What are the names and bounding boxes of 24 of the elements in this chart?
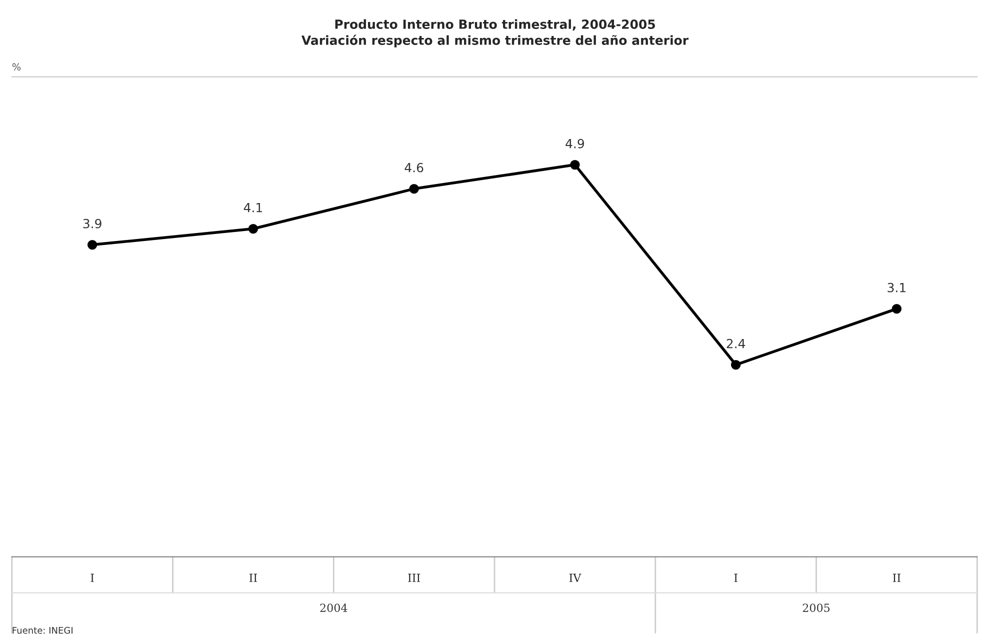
point — [409, 184, 419, 194]
x-tick-label: II — [249, 574, 257, 582]
point — [248, 224, 258, 234]
data-label: 2.4 — [726, 338, 746, 348]
point — [87, 240, 98, 250]
x-tick-label: IV — [569, 574, 582, 582]
data-label: 3.9 — [83, 218, 102, 228]
point — [570, 160, 580, 170]
chart-subtitle: Variación respecto al mismo trimestre del año anterior — [302, 34, 689, 48]
point — [892, 304, 902, 314]
source-note: Fuente: INEGI — [12, 626, 72, 634]
x-tick-label: III — [408, 574, 420, 582]
x-tick-label: I — [90, 574, 94, 582]
text: 2005 — [802, 604, 830, 612]
y-axis-title: % — [12, 63, 21, 71]
data-label: 4.1 — [244, 203, 262, 212]
point — [730, 360, 741, 370]
data-label: 4.9 — [566, 138, 584, 148]
chart-title: Producto Interno Bruto trimestral, 2004-2005 — [335, 19, 655, 31]
x-tick-label: II — [892, 574, 900, 582]
text: 2004 — [320, 604, 348, 612]
data-label: 3.1 — [888, 282, 906, 292]
data-label: 4.6 — [404, 162, 424, 172]
x-tick-label: I — [734, 574, 738, 582]
